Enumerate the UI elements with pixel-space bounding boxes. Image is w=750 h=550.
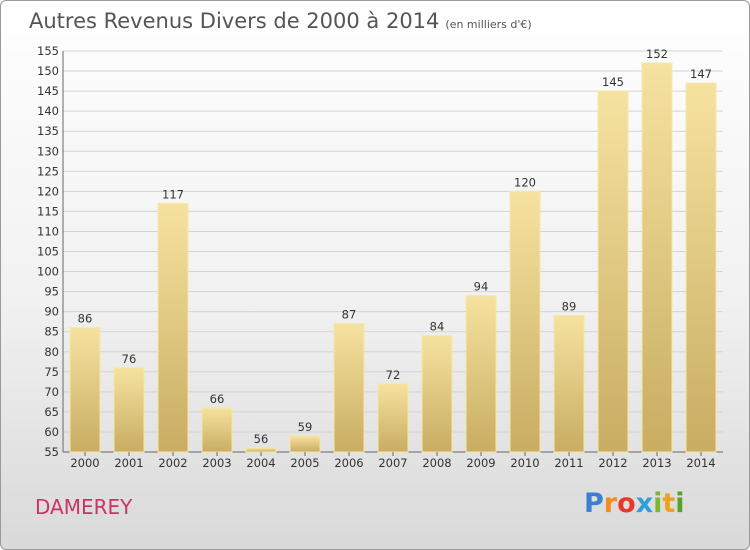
data-label: 120 (514, 175, 536, 189)
bar (465, 295, 497, 453)
chart-title-text: Autres Revenus Divers de 2000 à 2014 (29, 9, 440, 33)
y-tick-label: 120 (37, 184, 59, 198)
bar (641, 62, 673, 453)
y-tick-label: 140 (37, 104, 59, 118)
y-tick-label: 125 (37, 164, 59, 178)
data-label: 84 (430, 320, 445, 334)
bar (553, 315, 585, 453)
x-tick-label: 2001 (114, 456, 143, 470)
data-label: 152 (646, 47, 668, 61)
x-tick-label: 2000 (70, 456, 99, 470)
bar (201, 407, 233, 453)
bar (289, 435, 321, 453)
x-tick-label: 2004 (246, 456, 275, 470)
y-tick-label: 115 (37, 204, 59, 218)
y-tick-label: 60 (44, 425, 59, 439)
data-label: 76 (122, 352, 137, 366)
data-label: 59 (298, 420, 313, 434)
y-tick-label: 105 (37, 245, 59, 259)
bar (245, 447, 277, 453)
x-tick-label: 2009 (466, 456, 495, 470)
logo-letter: r (603, 488, 618, 519)
logo-letter: x (635, 488, 654, 519)
y-tick-label: 110 (37, 224, 59, 238)
y-tick-label: 135 (37, 124, 59, 138)
x-tick-label: 2014 (686, 456, 715, 470)
y-tick-label: 80 (44, 345, 59, 359)
bar (421, 335, 453, 453)
bar (113, 367, 145, 453)
data-label: 94 (474, 280, 489, 294)
y-tick-label: 75 (44, 365, 59, 379)
x-tick-label: 2013 (642, 456, 671, 470)
data-label: 66 (210, 392, 225, 406)
x-tick-label: 2011 (554, 456, 583, 470)
x-tick-label: 2008 (422, 456, 451, 470)
logo-letter: i (653, 488, 663, 519)
chart-title: Autres Revenus Divers de 2000 à 2014 (en … (29, 9, 532, 33)
logo-letter: o (617, 488, 636, 519)
y-tick-label: 85 (44, 325, 59, 339)
data-label: 145 (602, 75, 624, 89)
proxiti-logo: Proxiti (584, 488, 685, 519)
bar (509, 190, 541, 453)
y-tick-label: 90 (44, 305, 59, 319)
x-tick-label: 2005 (290, 456, 319, 470)
y-tick-label: 55 (44, 445, 59, 459)
x-tick-label: 2006 (334, 456, 363, 470)
x-tick-label: 2003 (202, 456, 231, 470)
chart-subtitle: (en milliers d'€) (445, 18, 532, 31)
commune-name: DAMEREY (35, 495, 133, 519)
data-label: 87 (342, 308, 357, 322)
logo-letter: P (584, 488, 604, 519)
bar (685, 82, 717, 453)
y-tick-label: 95 (44, 285, 59, 299)
logo-letter: i (675, 488, 685, 519)
logo-letter: t (662, 488, 676, 519)
bar (377, 383, 409, 453)
y-tick-label: 65 (44, 405, 59, 419)
y-tick-label: 150 (37, 64, 59, 78)
x-tick-label: 2012 (598, 456, 627, 470)
bar (333, 323, 365, 453)
data-label: 147 (690, 67, 712, 81)
y-tick-label: 100 (37, 265, 59, 279)
bar (597, 90, 629, 453)
data-label: 72 (386, 368, 401, 382)
data-label: 89 (562, 300, 577, 314)
data-label: 56 (254, 432, 269, 446)
data-label: 117 (162, 187, 184, 201)
y-tick-label: 70 (44, 385, 59, 399)
bar (69, 327, 101, 453)
bar (157, 202, 189, 453)
y-tick-label: 155 (37, 44, 59, 58)
data-label: 86 (78, 312, 93, 326)
y-tick-label: 145 (37, 84, 59, 98)
x-tick-label: 2002 (158, 456, 187, 470)
x-tick-label: 2010 (510, 456, 539, 470)
x-tick-label: 2007 (378, 456, 407, 470)
y-tick-label: 130 (37, 144, 59, 158)
